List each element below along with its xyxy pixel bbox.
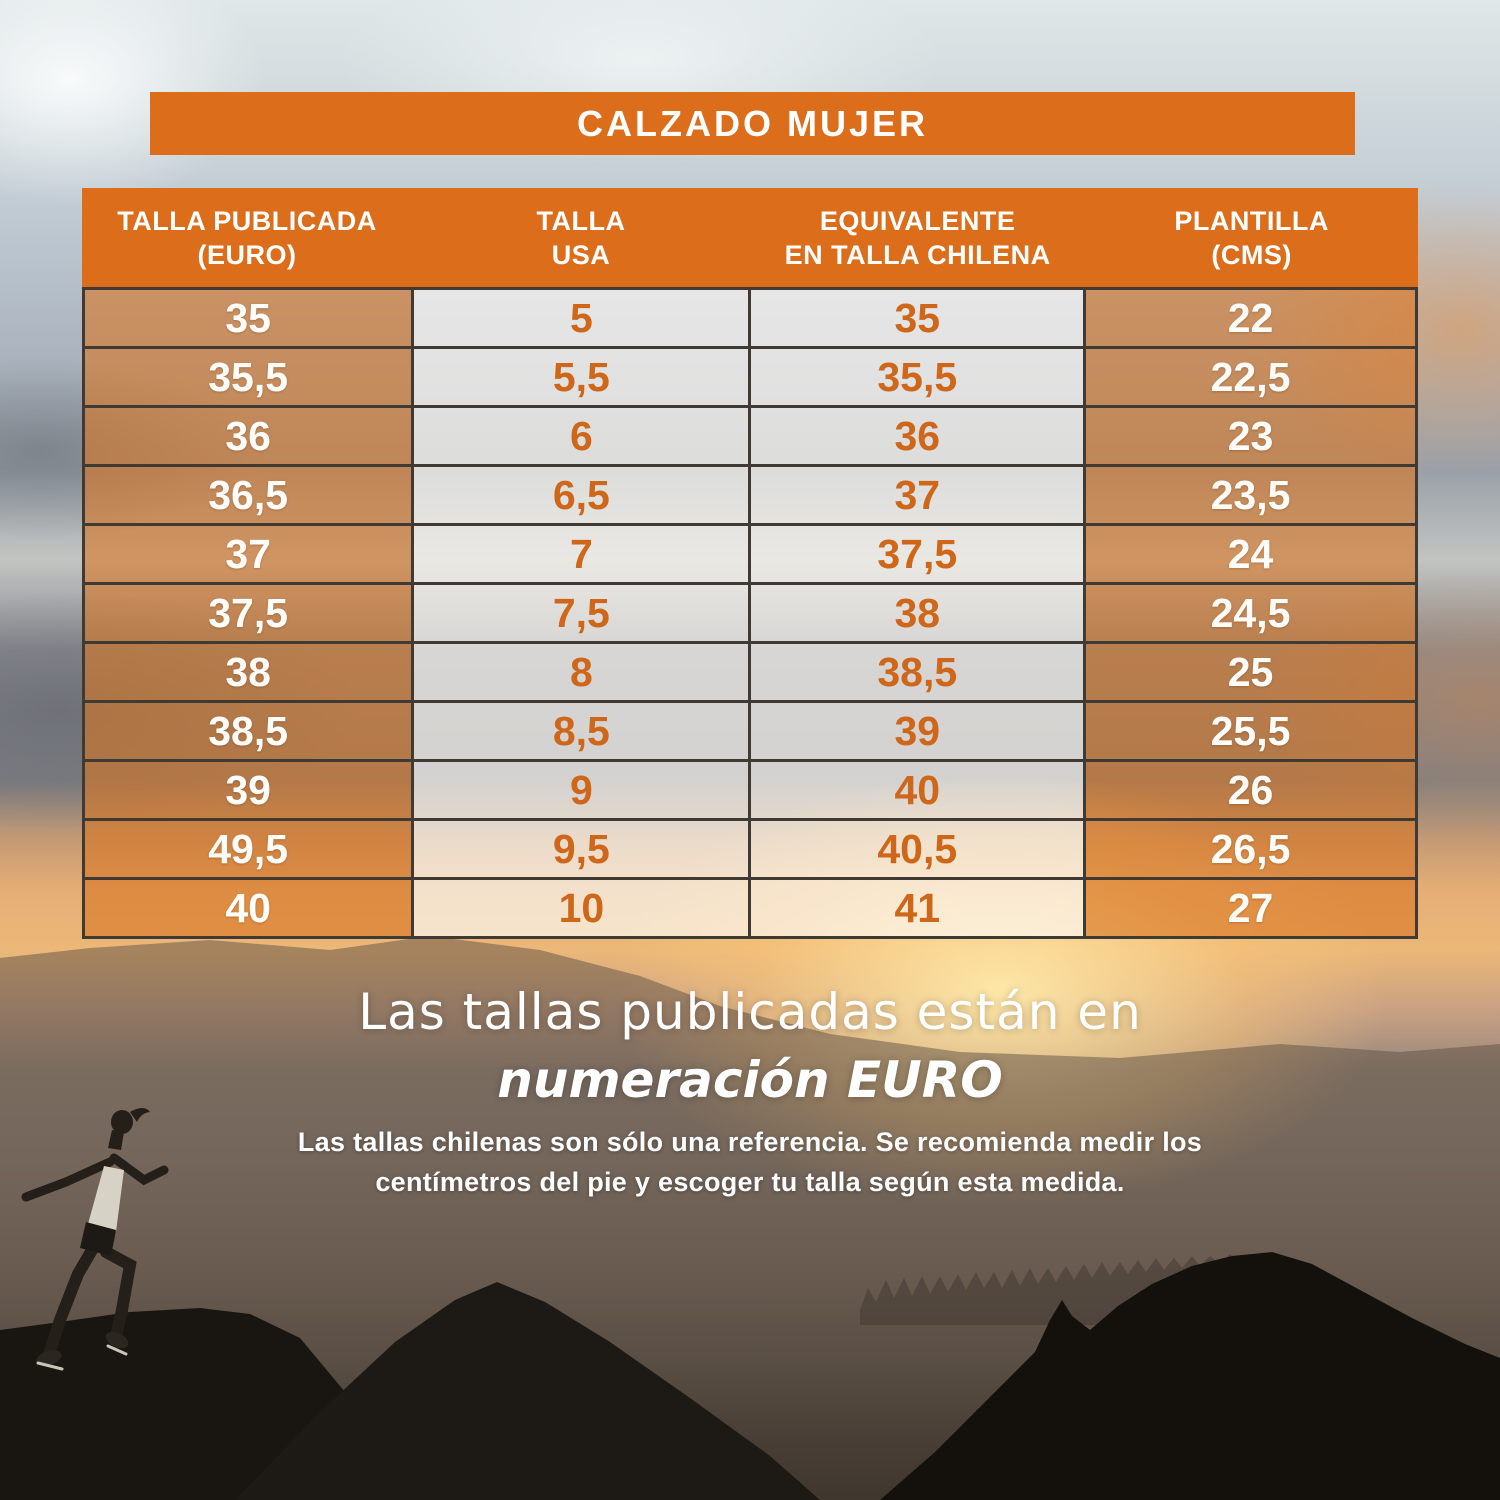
- cell-chilena: 40,5: [748, 818, 1087, 880]
- table-row: 35,5 5,5 35,5 22,5: [81, 346, 1418, 408]
- cell-usa: 8: [411, 641, 752, 703]
- header-line: TALLA PUBLICADA: [117, 205, 377, 236]
- cell-plantilla: 26,5: [1083, 818, 1418, 880]
- cell-euro: 37: [81, 523, 415, 585]
- cell-usa: 5,5: [411, 346, 752, 408]
- runner-neck: [108, 1130, 124, 1150]
- cell-usa: 9,5: [411, 818, 752, 880]
- cell-euro: 38,5: [81, 700, 415, 762]
- header-line: PLANTILLA: [1174, 205, 1329, 236]
- note-heading-line2: numeración EURO: [497, 1051, 1003, 1109]
- chart-title: CALZADO MUJER: [577, 102, 928, 144]
- cell-usa: 8,5: [411, 700, 752, 762]
- size-table-header: TALLA PUBLICADA (EURO) TALLA USA EQUIVAL…: [82, 188, 1418, 287]
- header-line: EQUIVALENTE: [819, 205, 1016, 236]
- cell-chilena: 40: [748, 759, 1087, 821]
- column-header-chilena: EQUIVALENTE EN TALLA CHILENA: [750, 188, 1085, 287]
- runner-front-shoe: [36, 1350, 62, 1366]
- header-line: EN TALLA CHILENA: [784, 239, 1051, 270]
- cell-chilena: 38,5: [748, 641, 1087, 703]
- runner-rear-shoe: [105, 1331, 129, 1349]
- cell-euro: 39: [81, 759, 415, 821]
- note-paragraph: Las tallas chilenas son sólo una referen…: [0, 1122, 1500, 1202]
- note-heading-line1: Las tallas publicadas están en: [358, 983, 1142, 1041]
- cell-usa: 5: [411, 287, 752, 349]
- cell-plantilla: 25,5: [1083, 700, 1418, 762]
- cell-euro: 49,5: [81, 818, 415, 880]
- table-row: 38,5 8,5 39 25,5: [81, 700, 1418, 762]
- cell-plantilla: 22,5: [1083, 346, 1418, 408]
- cell-usa: 6,5: [411, 464, 752, 526]
- center-peak: [235, 1282, 820, 1500]
- cell-chilena: 35,5: [748, 346, 1087, 408]
- right-ridge: [880, 1252, 1500, 1500]
- runner-shorts: [80, 1222, 116, 1256]
- header-line: USA: [551, 239, 611, 270]
- header-line: (CMS): [1211, 239, 1292, 270]
- column-header-plantilla: PLANTILLA (CMS): [1085, 188, 1418, 287]
- runner-front-shoe-sole: [36, 1361, 64, 1371]
- cell-euro: 36,5: [81, 464, 415, 526]
- cell-usa: 7: [411, 523, 752, 585]
- cell-plantilla: 24: [1083, 523, 1418, 585]
- header-line: (EURO): [197, 239, 297, 270]
- cell-euro: 37,5: [81, 582, 415, 644]
- cell-euro: 35: [81, 287, 415, 349]
- cell-euro: 36: [81, 405, 415, 467]
- cell-usa: 7,5: [411, 582, 752, 644]
- runner-rear-arm: [109, 1153, 169, 1186]
- runner-front-leg: [43, 1244, 98, 1360]
- cell-chilena: 41: [748, 877, 1087, 939]
- note-paragraph-line1: Las tallas chilenas son sólo una referen…: [297, 1127, 1203, 1157]
- note-paragraph-line2: centímetros del pie y escoger tu talla s…: [375, 1167, 1125, 1197]
- runner-tank-top: [88, 1166, 124, 1232]
- cell-chilena: 36: [748, 405, 1087, 467]
- cell-plantilla: 23: [1083, 405, 1418, 467]
- cell-euro: 35,5: [81, 346, 415, 408]
- cell-plantilla: 25: [1083, 641, 1418, 703]
- cell-usa: 6: [411, 405, 752, 467]
- cell-chilena: 35: [748, 287, 1087, 349]
- cell-plantilla: 22: [1083, 287, 1418, 349]
- size-table-body: 35 5 35 22 35,5 5,5 35,5 22,5 36 6 36 23: [81, 287, 1418, 939]
- cell-plantilla: 26: [1083, 759, 1418, 821]
- runner-head: [111, 1110, 133, 1134]
- cell-chilena: 37,5: [748, 523, 1087, 585]
- table-row: 37,5 7,5 38 24,5: [81, 582, 1418, 644]
- table-row: 35 5 35 22: [81, 287, 1418, 349]
- table-row: 38 8 38,5 25: [81, 641, 1418, 703]
- table-row: 49,5 9,5 40,5 26,5: [81, 818, 1418, 880]
- table-row: 36,5 6,5 37 23,5: [81, 464, 1418, 526]
- cell-plantilla: 24,5: [1083, 582, 1418, 644]
- header-line: TALLA: [536, 205, 626, 236]
- runner-silhouette: [21, 1108, 169, 1371]
- table-row: 39 9 40 26: [81, 759, 1418, 821]
- cell-euro: 38: [81, 641, 415, 703]
- runner-ponytail: [130, 1108, 150, 1122]
- runner-front-arm: [21, 1157, 115, 1202]
- cell-euro: 40: [81, 877, 415, 939]
- chart-title-banner: CALZADO MUJER: [150, 92, 1355, 155]
- cell-usa: 9: [411, 759, 752, 821]
- cell-plantilla: 23,5: [1083, 464, 1418, 526]
- cell-plantilla: 27: [1083, 877, 1418, 939]
- size-table: TALLA PUBLICADA (EURO) TALLA USA EQUIVAL…: [81, 188, 1418, 939]
- cell-chilena: 37: [748, 464, 1087, 526]
- footnote-block: Las tallas publicadas están en numeració…: [0, 984, 1500, 1202]
- cell-chilena: 39: [748, 700, 1087, 762]
- table-row: 37 7 37,5 24: [81, 523, 1418, 585]
- column-header-euro: TALLA PUBLICADA (EURO): [82, 188, 412, 287]
- table-row: 36 6 36 23: [81, 405, 1418, 467]
- runner-rear-leg: [100, 1246, 137, 1342]
- runner-rear-shoe-sole: [106, 1344, 128, 1356]
- cell-chilena: 38: [748, 582, 1087, 644]
- table-row: 40 10 41 27: [81, 877, 1418, 939]
- cell-usa: 10: [411, 877, 752, 939]
- column-header-usa: TALLA USA: [412, 188, 750, 287]
